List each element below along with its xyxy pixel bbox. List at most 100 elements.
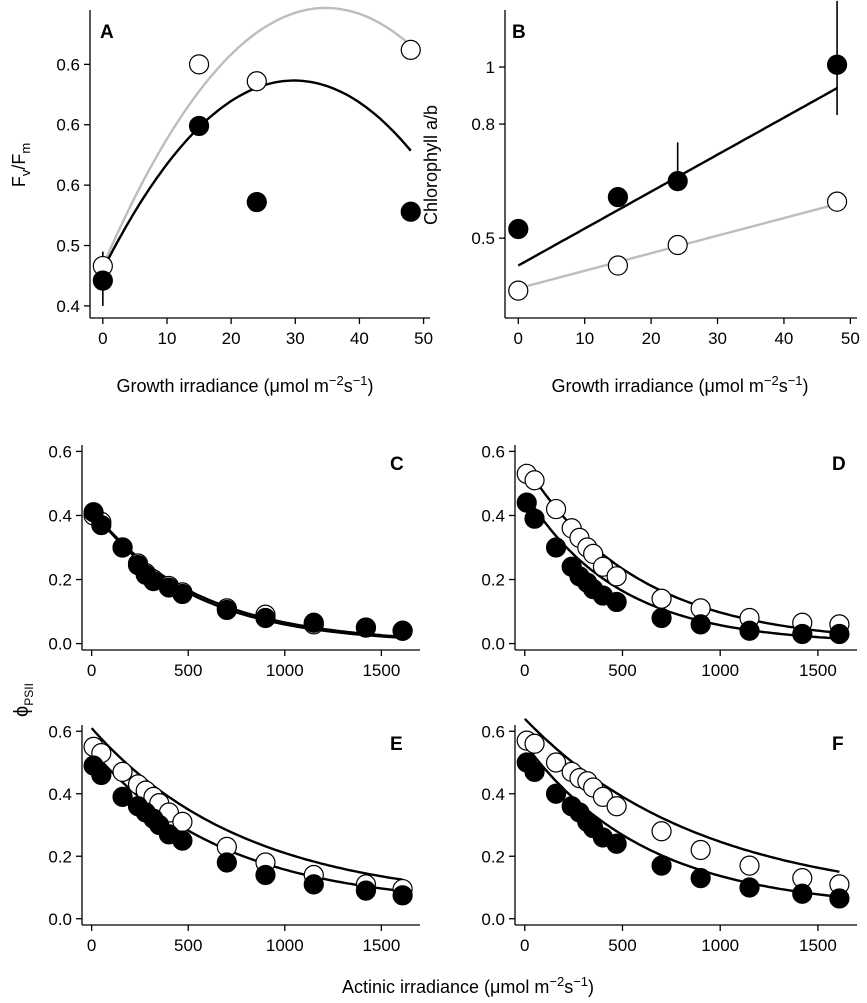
open-point	[545, 498, 567, 520]
filled-point	[792, 623, 813, 645]
filled-point	[690, 614, 711, 635]
panel-b: 0 10 20 30 40 50 0.5 0.8 1B	[471, 0, 860, 348]
panel-a-xlabel: Growth irradiance (μmol m−2s−1)	[116, 373, 373, 396]
fit-curve-filled	[90, 749, 403, 893]
x-tick-label: 20	[222, 329, 241, 348]
x-tick-label: 0	[98, 329, 107, 348]
y-tick-label: 0.4	[481, 785, 505, 804]
fit-curve-filled	[523, 492, 840, 640]
x-tick-label: 1000	[701, 661, 739, 680]
panel-f: 0 500 1000 1500 0.0 0.2 0.4 0.6 F	[481, 717, 857, 955]
panel-c: 0 500 1000 1500 0.0 0.2 0.4 0.6 C	[48, 442, 420, 680]
actinic-xlabel: Actinic irradiance (μmol m−2s−1)	[342, 974, 594, 997]
filled-point	[690, 868, 711, 889]
filled-point	[667, 171, 688, 192]
filled-point	[545, 537, 567, 558]
y-tick-label: 0.6	[481, 442, 505, 461]
open-point	[826, 191, 848, 212]
x-tick-label: 500	[608, 936, 636, 955]
filled-point	[303, 874, 324, 895]
open-point	[545, 752, 567, 773]
phi-psii-ylabel: ϕPSII	[11, 683, 36, 717]
x-tick-label: 1000	[266, 936, 304, 955]
y-tick-label: 0.2	[481, 847, 505, 866]
filled-point	[792, 883, 813, 904]
panel-e: 0 500 1000 1500 0.0 0.2 0.4 0.6 E	[48, 722, 420, 955]
filled-point	[392, 885, 413, 906]
x-tick-label: 1500	[362, 936, 400, 955]
filled-point	[216, 599, 237, 621]
panel-a: 0 10 20 30 40 50 0.4 0.5 0.6 0.6 0.6 A	[56, 6, 433, 348]
x-tick-label: 30	[708, 329, 727, 348]
filled-point	[91, 764, 112, 786]
y-tick-label: 0.4	[48, 785, 72, 804]
filled-point	[91, 514, 112, 536]
panel-label: B	[512, 22, 526, 43]
open-point	[112, 761, 133, 782]
filled-point	[246, 191, 267, 213]
x-tick-label: 500	[174, 661, 202, 680]
filled-point	[112, 786, 133, 807]
x-tick-label: 20	[642, 329, 661, 348]
open-point	[690, 839, 711, 861]
filled-point	[355, 617, 377, 638]
filled-point	[739, 877, 760, 898]
open-point	[607, 255, 629, 276]
filled-point	[255, 607, 276, 629]
filled-point	[651, 855, 672, 876]
panel-a-ylabel: Fv/Fm	[9, 143, 33, 187]
y-tick-label: 0.6	[56, 55, 80, 74]
y-tick-label: 0.2	[48, 571, 72, 590]
y-tick-label: 0.4	[48, 506, 72, 525]
panel-label: F	[832, 734, 844, 755]
open-point	[739, 855, 760, 876]
x-tick-label: 0	[87, 661, 96, 680]
open-point	[606, 796, 627, 817]
open-point	[592, 556, 614, 577]
x-tick-label: 1500	[362, 661, 400, 680]
filled-point	[524, 508, 545, 529]
x-tick-label: 1000	[266, 661, 304, 680]
open-point	[400, 39, 421, 60]
x-tick-label: 0	[514, 329, 523, 348]
filled-point	[355, 880, 377, 901]
filled-point	[545, 783, 567, 804]
panel-b-xlabel: Growth irradiance (μmol m−2s−1)	[551, 373, 808, 396]
filled-point	[508, 218, 529, 240]
y-tick-label: 1	[486, 58, 495, 77]
filled-point	[829, 623, 850, 645]
y-tick-label: 0.2	[48, 847, 72, 866]
open-point	[651, 588, 672, 609]
y-tick-label: 0.0	[481, 635, 505, 654]
y-tick-label: 0.0	[48, 635, 72, 654]
open-point	[508, 280, 529, 301]
y-tick-label: 0.4	[481, 506, 505, 525]
panel-b-ylabel: Chlorophyll a/b	[421, 105, 441, 225]
open-point	[667, 234, 688, 256]
filled-point	[255, 864, 276, 886]
y-tick-label: 0.6	[56, 116, 80, 135]
open-point	[524, 733, 545, 754]
filled-point	[651, 607, 672, 629]
x-tick-label: 50	[414, 329, 433, 348]
y-tick-label: 0.8	[471, 115, 495, 134]
filled-point	[303, 612, 324, 633]
x-tick-label: 1000	[701, 936, 739, 955]
x-tick-label: 0	[520, 661, 529, 680]
fit-curve-filled	[101, 79, 412, 271]
fit-curve-open	[523, 463, 840, 635]
panel-label: D	[832, 454, 846, 475]
y-tick-label: 0.6	[48, 722, 72, 741]
panel-label: C	[390, 454, 404, 475]
filled-point	[829, 888, 850, 909]
y-tick-label: 0.5	[471, 229, 495, 248]
x-tick-label: 500	[608, 661, 636, 680]
y-tick-label: 0.6	[56, 176, 80, 195]
filled-point	[826, 54, 848, 75]
filled-point	[400, 201, 421, 222]
x-tick-label: 30	[286, 329, 305, 348]
filled-point	[607, 186, 629, 208]
y-tick-label: 0.6	[48, 442, 72, 461]
filled-point	[188, 115, 210, 137]
